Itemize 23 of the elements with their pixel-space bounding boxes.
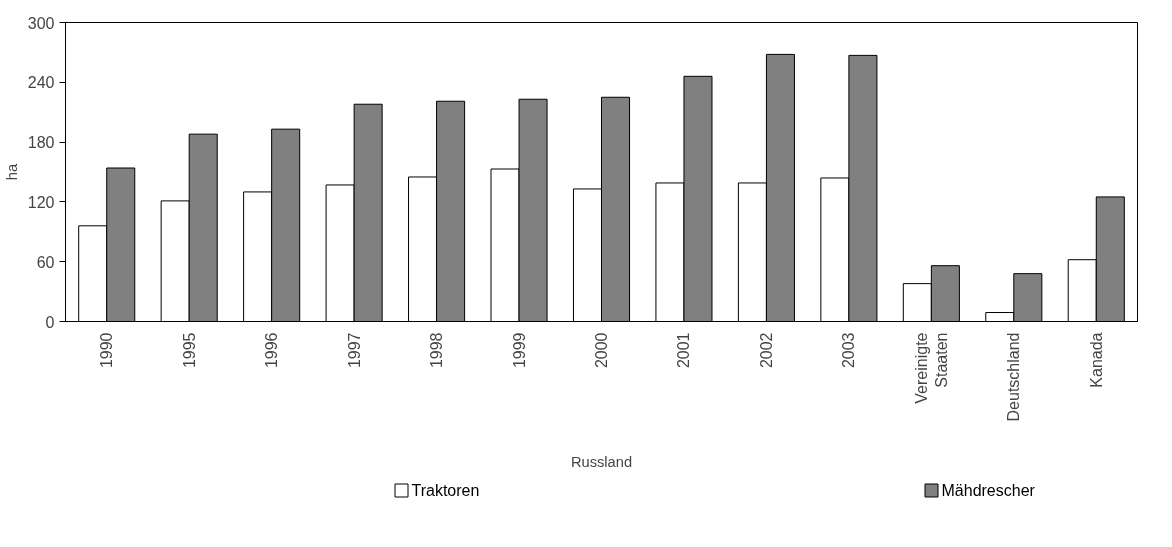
x-tick-label: Vereinigte Staaten [912,332,951,404]
x-tick-label: 1998 [428,332,446,369]
x-tick-label: 1999 [510,332,528,369]
x-tick-label: 2002 [757,332,775,369]
y-tick-label: 240 [27,74,55,92]
y-tick-label: 180 [27,134,55,152]
x-tick-label: 2000 [593,332,610,369]
x-tick-label: Deutschland [1005,332,1023,422]
y-tick-label: 60 [36,253,55,271]
y-axis-title: ha [3,163,20,181]
x-tick-label: 1990 [98,332,116,369]
x-tick-label: 1995 [180,332,198,369]
x-tick-label: Kanada [1087,332,1105,388]
x-tick-label: 2003 [840,332,858,369]
y-tick-label: 120 [27,193,55,211]
legend-label: Mähdrescher [941,482,1036,499]
x-axis-title: Russland [570,454,633,471]
y-tick-label: 300 [27,14,55,32]
legend-label: Traktoren [411,482,480,499]
x-tick-label: 1996 [263,332,281,369]
x-tick-label: 1997 [345,332,363,369]
y-tick-label: 0 [45,313,55,331]
x-tick-label: 2001 [675,332,693,369]
